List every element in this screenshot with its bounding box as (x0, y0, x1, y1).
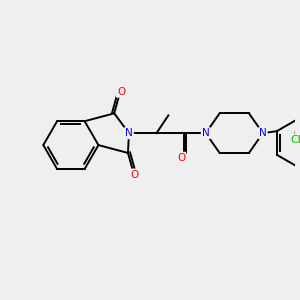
Text: Cl: Cl (290, 135, 300, 145)
Text: O: O (131, 169, 139, 180)
Text: N: N (125, 128, 133, 138)
Text: O: O (177, 153, 185, 163)
Text: O: O (117, 87, 125, 97)
Text: N: N (259, 128, 267, 138)
Text: N: N (202, 128, 210, 138)
